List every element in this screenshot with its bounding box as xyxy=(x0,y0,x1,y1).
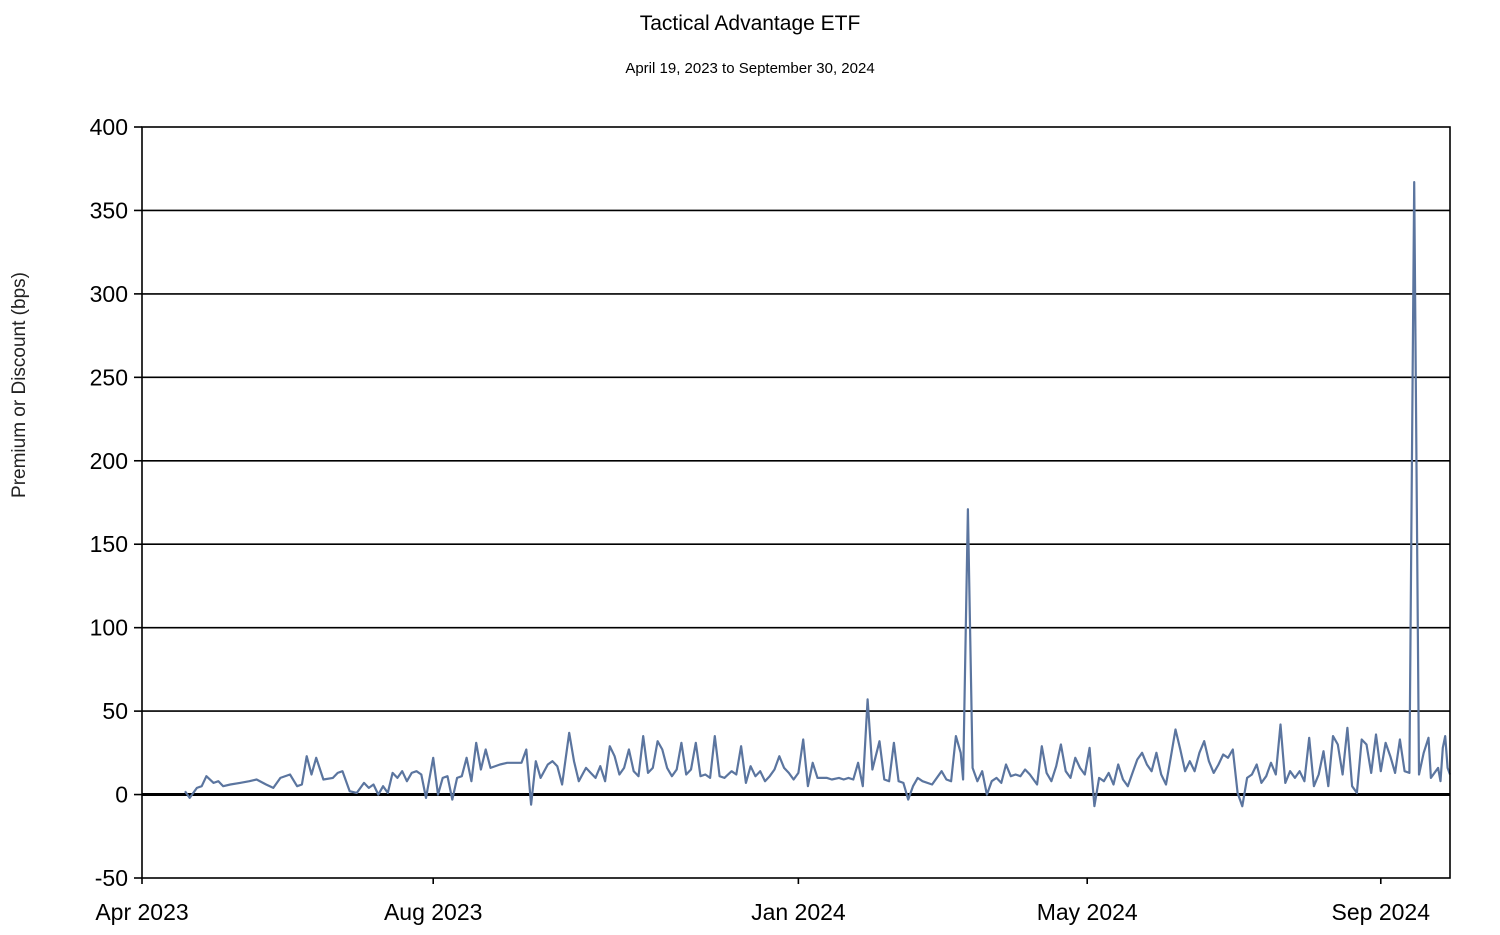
x-tick-label: Sep 2024 xyxy=(1332,899,1431,925)
y-tick-label: 400 xyxy=(90,114,128,140)
y-ticks: -50 0 50 100 150 200 250 300 350 400 xyxy=(90,114,142,891)
y-tick-label: 150 xyxy=(90,531,128,557)
grid-lines xyxy=(142,209,1450,797)
x-ticks: Apr 2023 Aug 2023 Jan 2024 May 2024 Sep 2024 xyxy=(95,878,1430,925)
y-tick-label: 0 xyxy=(115,782,128,808)
y-tick-label: 50 xyxy=(102,698,128,724)
y-tick-label: 350 xyxy=(90,197,128,223)
x-tick-label: Jan 2024 xyxy=(751,899,846,925)
y-tick-label: -50 xyxy=(95,865,128,891)
chart-title: Tactical Advantage ETF xyxy=(639,12,861,35)
plot-frame xyxy=(141,126,1451,879)
y-tick-label: 250 xyxy=(90,364,128,390)
x-tick-label: Apr 2023 xyxy=(95,899,188,925)
x-tick-label: Aug 2023 xyxy=(384,899,482,925)
y-tick-label: 100 xyxy=(90,615,128,641)
series-line xyxy=(184,181,1452,808)
chart-subtitle: April 19, 2023 to September 30, 2024 xyxy=(625,60,875,77)
y-tick-label: 200 xyxy=(90,448,128,474)
series-group xyxy=(184,181,1452,808)
x-tick-label: May 2024 xyxy=(1037,899,1138,925)
y-tick-label: 300 xyxy=(90,281,128,307)
